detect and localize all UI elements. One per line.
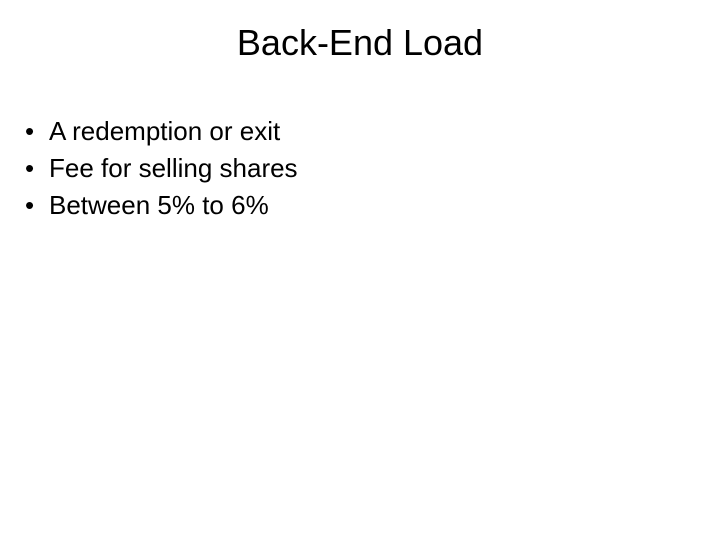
slide-title: Back-End Load — [0, 22, 720, 64]
bullet-item: A redemption or exit — [25, 114, 720, 149]
slide-container: Back-End Load A redemption or exit Fee f… — [0, 0, 720, 540]
bullet-list: A redemption or exit Fee for selling sha… — [0, 114, 720, 223]
bullet-item: Fee for selling shares — [25, 151, 720, 186]
bullet-item: Between 5% to 6% — [25, 188, 720, 223]
